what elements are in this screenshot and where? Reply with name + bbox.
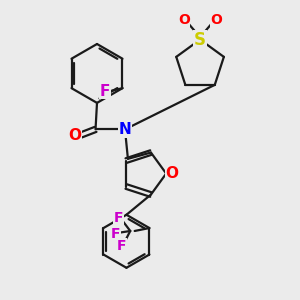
Text: F: F — [117, 239, 126, 253]
Text: O: O — [210, 14, 222, 27]
Text: O: O — [178, 14, 190, 27]
Text: F: F — [100, 84, 110, 99]
Text: F: F — [114, 211, 123, 225]
Text: F: F — [111, 227, 120, 241]
Text: O: O — [68, 128, 81, 143]
Text: O: O — [166, 166, 178, 181]
Text: N: N — [118, 122, 131, 137]
Text: S: S — [194, 31, 206, 49]
